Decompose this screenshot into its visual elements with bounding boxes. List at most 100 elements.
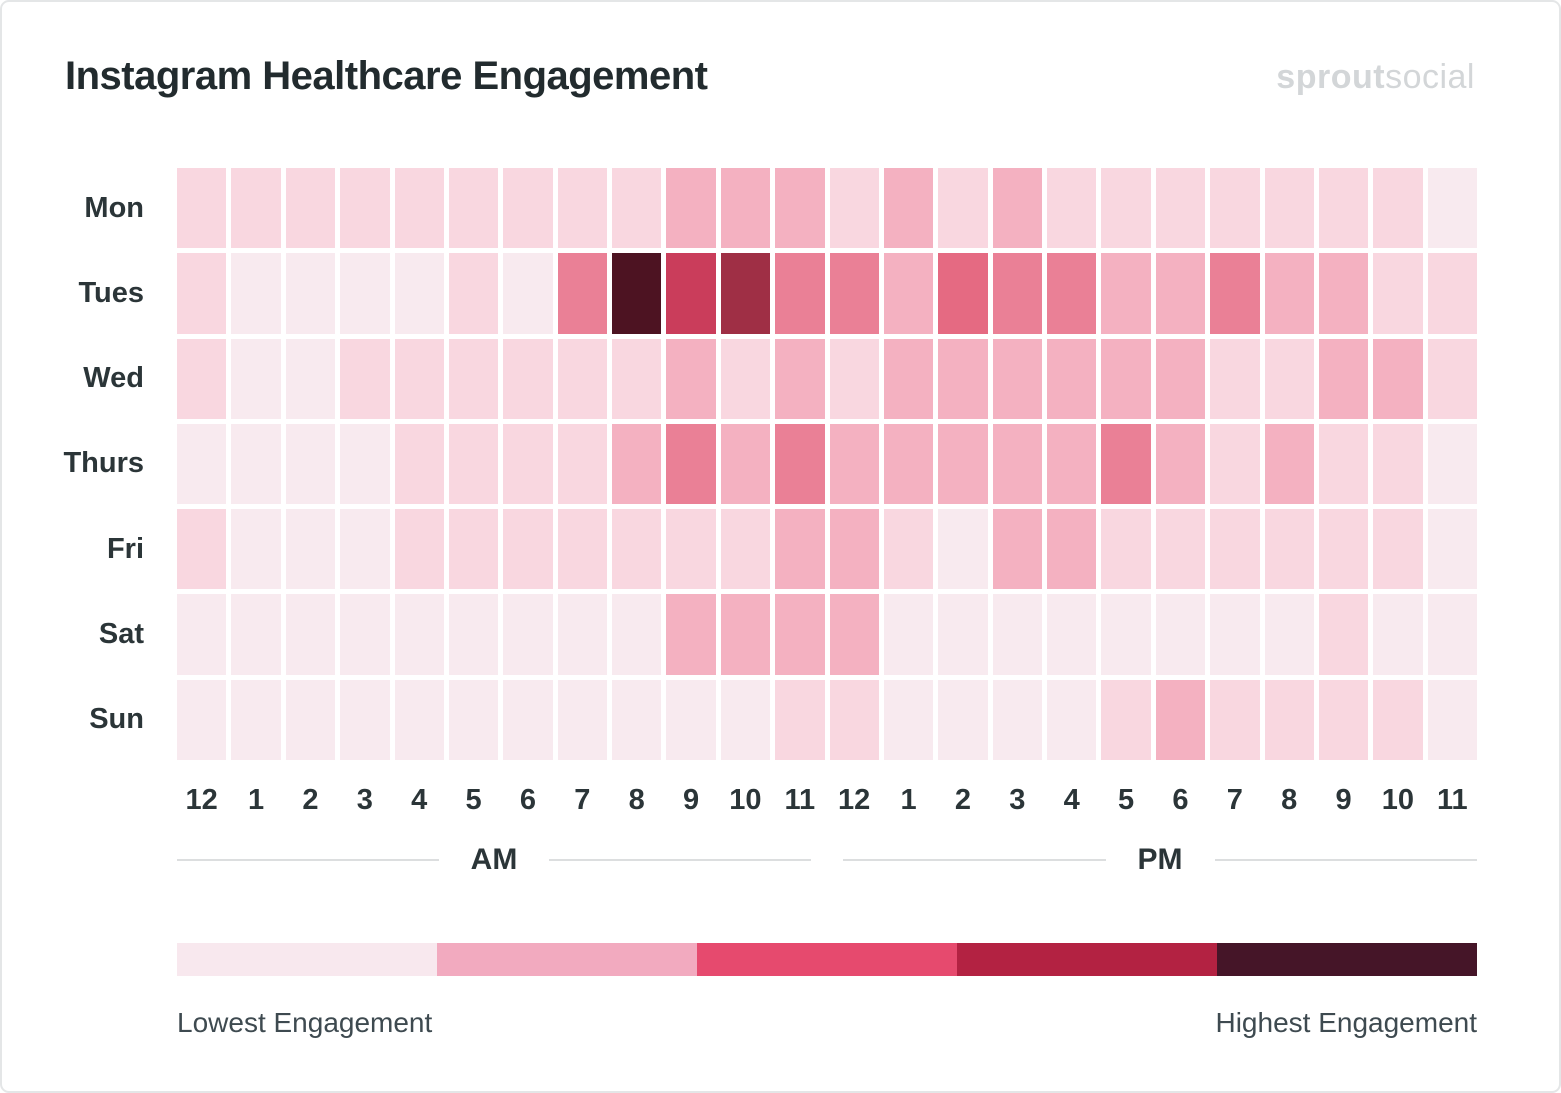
heatmap-cell-wed-2am — [285, 338, 336, 419]
heatmap-cell-fri-9pm — [1318, 509, 1369, 590]
heatmap-cell-mon-7am — [557, 168, 607, 249]
heatmap-cell-sun-12pm — [829, 679, 879, 760]
heatmap-cell-sun-6pm — [1155, 679, 1206, 760]
heatmap-cell-wed-10pm — [1373, 338, 1423, 419]
heatmap-cell-tues-6pm — [1155, 253, 1206, 334]
heatmap-cell-thurs-2am — [285, 423, 336, 505]
heatmap-cell-thurs-9pm — [1318, 423, 1369, 505]
hour-label-1pm: 1 — [900, 784, 917, 816]
heatmap-cell-fri-7am — [557, 509, 607, 590]
heatmap-cell-tues-9am — [666, 253, 716, 334]
heatmap-cell-wed-4am — [394, 338, 444, 419]
heatmap-cell-fri-10am — [720, 509, 771, 590]
hour-label-12am: 12 — [185, 784, 218, 816]
heatmap-cell-mon-8am — [612, 168, 662, 249]
heatmap-cell-wed-10am — [720, 338, 771, 419]
heatmap-cell-sat-7am — [557, 594, 607, 675]
heatmap-cell-sun-9pm — [1318, 679, 1369, 760]
hour-label-1am: 1 — [247, 784, 265, 816]
heatmap-cell-sun-4pm — [1047, 679, 1097, 760]
pm-group: PM — [843, 843, 1477, 877]
heatmap-cell-thurs-7am — [557, 423, 607, 505]
heatmap-cell-mon-12am — [177, 168, 227, 249]
heatmap-cell-sun-1pm — [883, 679, 934, 760]
heatmap-cell-tues-8pm — [1264, 253, 1314, 334]
heatmap-cell-fri-11am — [775, 509, 825, 590]
heatmap-cell-sat-12am — [177, 594, 227, 675]
legend-labels: Lowest Engagement Highest Engagement — [177, 1007, 1477, 1039]
heatmap-cell-thurs-11am — [775, 423, 825, 505]
heatmap-cell-sun-4am — [394, 679, 444, 760]
heatmap-cell-mon-1pm — [883, 168, 934, 249]
heatmap-cell-thurs-7pm — [1210, 423, 1260, 505]
heatmap-cell-thurs-10pm — [1373, 423, 1423, 505]
am-line-left — [177, 859, 439, 861]
heatmap-cell-sat-2am — [285, 594, 336, 675]
heatmap-cell-thurs-8am — [612, 423, 662, 505]
heatmap-cell-sun-3pm — [992, 679, 1042, 760]
heatmap-cell-sun-2pm — [938, 679, 988, 760]
hour-label-2pm: 2 — [954, 784, 971, 816]
day-axis: Mon Tues Wed Thurs Fri Sat Sun — [2, 168, 177, 760]
heatmap-cell-wed-3am — [340, 338, 390, 419]
heatmap-cell-wed-8am — [612, 338, 662, 419]
heatmap-cell-thurs-10am — [720, 423, 771, 505]
legend-swatch-1 — [177, 943, 437, 976]
heatmap-cell-sat-5pm — [1101, 594, 1151, 675]
heatmap-cell-thurs-4pm — [1047, 423, 1097, 505]
heatmap-cell-sat-1am — [231, 594, 281, 675]
heatmap-cell-thurs-6pm — [1155, 423, 1206, 505]
hour-label-9am: 9 — [682, 784, 700, 816]
heatmap-cell-thurs-5pm — [1101, 423, 1151, 505]
heatmap-cell-sun-10pm — [1373, 679, 1423, 760]
logo-text-sprout: sprout — [1276, 58, 1386, 96]
day-label-mon: Mon — [84, 191, 144, 224]
heatmap-cell-tues-10pm — [1373, 253, 1423, 334]
am-line-right — [549, 859, 811, 861]
heatmap-cell-thurs-11pm — [1427, 423, 1477, 505]
heatmap-cell-sun-12am — [177, 679, 227, 760]
heatmap-cell-thurs-2pm — [938, 423, 988, 505]
hour-label-11pm: 11 — [1436, 784, 1468, 816]
heatmap-cell-sat-10pm — [1373, 594, 1423, 675]
heatmap-cell-fri-11pm — [1427, 509, 1477, 590]
legend-gradient — [177, 943, 1477, 976]
day-label-tues: Tues — [78, 276, 144, 309]
heatmap-cell-fri-8am — [612, 509, 662, 590]
hour-label-4pm: 4 — [1063, 784, 1080, 816]
heatmap-cell-mon-11pm — [1427, 168, 1477, 249]
heatmap-cell-wed-6am — [503, 338, 553, 419]
hour-label-6am: 6 — [519, 784, 536, 816]
heatmap-cell-thurs-9am — [666, 423, 716, 505]
hour-label-7pm: 7 — [1226, 784, 1243, 816]
heatmap-cell-fri-2am — [285, 509, 336, 590]
heatmap-cell-sun-6am — [503, 679, 553, 760]
heatmap-cell-sun-3am — [340, 679, 390, 760]
heatmap-cell-wed-7pm — [1210, 338, 1260, 419]
heatmap-cell-sat-2pm — [938, 594, 988, 675]
heatmap-cell-tues-5am — [448, 253, 499, 334]
heatmap-cell-fri-2pm — [938, 509, 988, 590]
heatmap-cell-tues-7pm — [1210, 253, 1260, 334]
heatmap-cell-sat-3am — [340, 594, 390, 675]
heatmap-cell-fri-3am — [340, 509, 390, 590]
hour-axis: 12 1 2 3 4 5 6 7 8 9 10 11 12 1 2 3 4 5 6 7 8 9 10 11 — [177, 784, 1477, 817]
pm-line-right — [1214, 859, 1477, 861]
heatmap-cell-wed-7am — [557, 338, 607, 419]
heatmap-cell-thurs-3pm — [992, 423, 1042, 505]
heatmap-cell-fri-9am — [666, 509, 716, 590]
heatmap-chart: Mon Tues Wed Thurs Fri Sat Sun — [2, 168, 1559, 760]
hour-label-4am: 4 — [411, 784, 428, 816]
heatmap-cell-wed-8pm — [1264, 338, 1314, 419]
heatmap-cell-thurs-1am — [231, 423, 281, 505]
heatmap-cell-mon-6pm — [1155, 168, 1206, 249]
heatmap-cell-tues-8am — [612, 253, 662, 334]
heatmap-cell-sat-8am — [612, 594, 662, 675]
heatmap-cell-sun-11pm — [1427, 679, 1477, 760]
heatmap-cell-sun-10am — [720, 679, 771, 760]
heatmap-cell-wed-12am — [177, 338, 227, 419]
heatmap-cell-wed-9am — [666, 338, 716, 419]
am-group: AM — [177, 843, 811, 877]
heatmap-cell-mon-9am — [666, 168, 716, 249]
